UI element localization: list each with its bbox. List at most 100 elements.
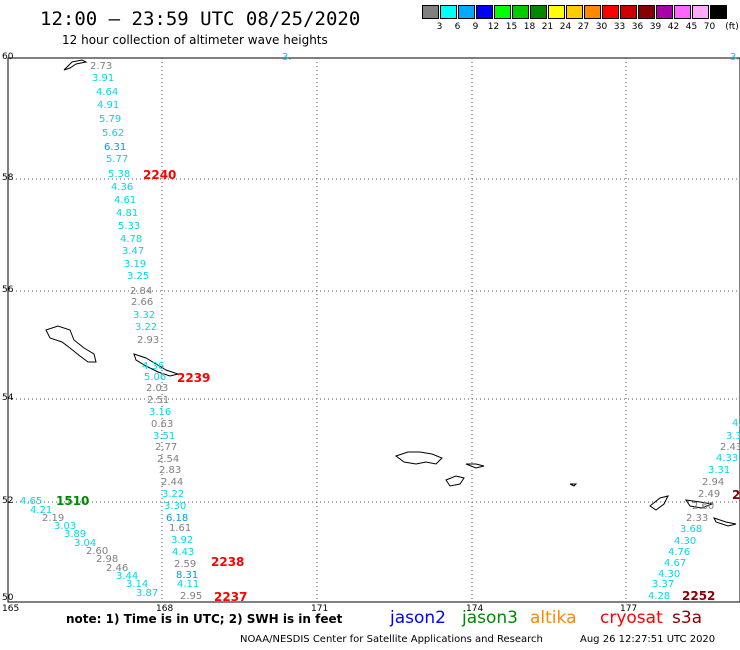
wave-height-value: 2.54 [157, 454, 180, 465]
footer-generated-time: Aug 26 12:27:51 UTC 2020 [580, 634, 716, 645]
legend-label: 27 [577, 22, 590, 32]
island-aleutian-f [684, 499, 714, 509]
pass-time-label: 2239 [177, 371, 211, 385]
lon-label-168: 168 [156, 604, 174, 614]
wave-height-value: 3.37 [652, 579, 675, 590]
wave-height-value: 4.64 [96, 87, 119, 98]
satellite-altika: altika [530, 608, 577, 628]
legend-swatch [548, 5, 565, 19]
wave-height-value: 3.47 [122, 246, 145, 257]
wave-height-value: 2.83 [159, 465, 182, 476]
wave-height-value: 3.30 [164, 501, 187, 512]
wave-height-value: 8.31 [176, 570, 199, 581]
wave-height-value: 3.44 [116, 571, 139, 582]
wave-height-value: 2.19 [42, 513, 65, 524]
lon-label-174: 174 [466, 604, 484, 614]
legend-label: 6 [454, 22, 461, 32]
legend-label: 36 [631, 22, 644, 32]
wave-height-value: 4.43 [172, 547, 195, 558]
wave-height-value: 4.76 [668, 547, 691, 558]
wave-height-value: 2.49 [698, 489, 721, 500]
legend-swatch [584, 5, 601, 19]
legend-swatch [476, 5, 493, 19]
legend-swatch [512, 5, 529, 19]
legend-label: 39 [649, 22, 662, 32]
wave-height-value: 3.22 [135, 322, 158, 333]
island-aleutian-a [394, 451, 443, 465]
lat-label-52: 52 [2, 496, 14, 506]
wave-height-value: 2.46 [106, 563, 129, 574]
lat-label-58: 58 [2, 173, 14, 183]
wave-height-value: 3.22 [162, 489, 185, 500]
island-pribilof [133, 353, 180, 377]
wave-height-value: 3.16 [149, 407, 172, 418]
island-aleutian-c [445, 475, 465, 487]
wave-height-value: 5.79 [99, 114, 122, 125]
wave-height-value: 4.65 [20, 496, 43, 507]
satellite-s3a: s3a [672, 608, 703, 628]
legend-swatch [422, 5, 439, 19]
lon-label-177: 177 [620, 604, 638, 614]
legend-swatch [692, 5, 709, 19]
legend-swatch [674, 5, 691, 19]
pass-time-label: 2237 [214, 590, 248, 604]
wave-height-value: 4.30 [658, 569, 681, 580]
wave-height-value: 2.43 [720, 442, 740, 453]
wave-height-value: 3.68 [680, 524, 703, 535]
map-subtitle: 12 hour collection of altimeter wave hei… [62, 33, 328, 47]
wave-height-value: 3.25 [127, 271, 150, 282]
legend-swatch [566, 5, 583, 19]
wave-height-value: 3.92 [171, 535, 194, 546]
wave-height-value: 4.36 [111, 182, 134, 193]
map-frame [7, 57, 740, 603]
wave-height-value: 2.60 [86, 546, 109, 557]
wave-height-value: 6.18 [166, 513, 189, 524]
legend-swatch [602, 5, 619, 19]
wave-height-value: 4.33 [716, 453, 739, 464]
wave-height-value: 2.98 [96, 554, 119, 565]
graticule [8, 58, 740, 602]
lat-label-50: 50 [2, 593, 14, 603]
wave-height-value: 5.33 [118, 221, 141, 232]
wave-height-value: 2.94 [702, 477, 725, 488]
wave-height-value: 4.21 [30, 505, 53, 516]
wave-height-value: 4.61 [114, 195, 137, 206]
wave-height-value: 5.38 [108, 169, 131, 180]
wave-height-value: 3.89 [64, 529, 87, 540]
wave-height-value: 5.06 [144, 372, 167, 383]
island-aleutian-d [569, 483, 578, 487]
wave-height-value: 5.62 [102, 128, 125, 139]
wave-height-value: 3.03 [54, 521, 77, 532]
wave-height-value: 6.31 [104, 142, 127, 153]
legend-label: 45 [685, 22, 698, 32]
island-aleutian-e [649, 495, 669, 511]
satellite-cryosat: cryosat [600, 608, 663, 628]
island-aleutian-b [465, 463, 485, 469]
pass-time-label: 2240 [143, 168, 177, 182]
wave-height-value: 1.61 [169, 523, 192, 534]
wave-height-value: 5.77 [106, 154, 129, 165]
legend-swatch [530, 5, 547, 19]
edge-fragment: 3. [730, 52, 740, 63]
wave-height-value: 3.31 [708, 465, 731, 476]
wave-height-value: 2.77 [155, 442, 178, 453]
wave-height-value: 3.51 [153, 431, 176, 442]
lat-label-56: 56 [2, 285, 14, 295]
legend-label: 21 [541, 22, 554, 32]
wave-height-value: 4.67 [664, 558, 687, 569]
wave-height-value: 3.19 [124, 259, 147, 270]
wave-height-value: 2.51 [147, 395, 170, 406]
wave-height-value: 2.93 [137, 335, 160, 346]
legend-swatch [494, 5, 511, 19]
legend-label: 24 [559, 22, 572, 32]
legend-swatch [620, 5, 637, 19]
pass-time-label: 1510 [56, 494, 90, 508]
pass-time-label: 2252 [682, 589, 716, 603]
wave-height-value: 2.95 [180, 591, 203, 602]
legend-label: 18 [523, 22, 536, 32]
coast-north [63, 59, 88, 71]
wave-height-value: 2.03 [146, 383, 169, 394]
wave-height-value: 3.04 [74, 538, 97, 549]
legend-swatch [638, 5, 655, 19]
